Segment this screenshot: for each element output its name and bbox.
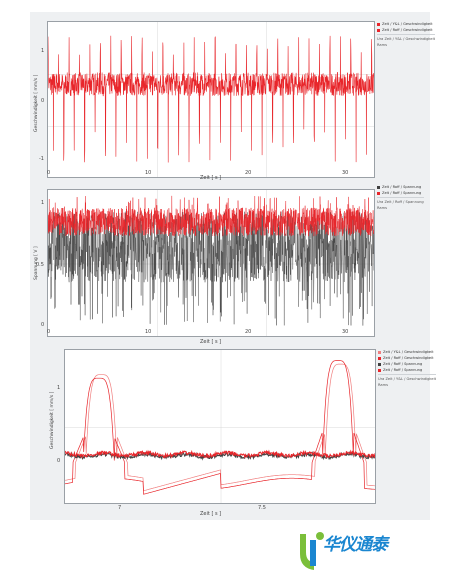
chart-panel-zoom: Zeit / Y&L / Geschwindigkeit Zeit / Roff… — [30, 345, 436, 520]
legend-swatch — [377, 22, 380, 26]
x-tick: 7 — [118, 505, 122, 511]
voltage-chart-svg — [48, 190, 374, 336]
legend-item[interactable]: Rams — [377, 205, 424, 211]
legend-label: Zeit / Roff / Spannung — [383, 362, 423, 366]
y-axis-label: Geschwindigkeit [ mm/s ] — [34, 74, 39, 132]
x-axis-label: Zeit [ s ] — [200, 339, 222, 345]
y-tick: 1 — [57, 385, 61, 391]
legend-label: Rams — [378, 383, 388, 387]
legend-swatch — [378, 368, 381, 372]
legend-voltage: Zeit / Roff / Spannung Zeit / Roff / Spa… — [377, 184, 424, 211]
x-axis-label: Zeit [ s ] — [200, 511, 222, 517]
x-tick: 10 — [145, 170, 152, 176]
legend-item[interactable]: Zeit / Roff / Geschwindigkeit — [378, 355, 436, 361]
x-tick: 0 — [47, 170, 51, 176]
x-tick: 20 — [245, 170, 252, 176]
plot-area-voltage — [47, 189, 375, 337]
series-line-zoom-3 — [65, 449, 375, 460]
y-axis-label: Geschwindigkeit [ mm/s ] — [50, 391, 55, 449]
legend-swatch — [378, 356, 381, 360]
legend-label: Ura Zeit / Y&L / Geschwindigkeit — [377, 37, 435, 41]
y-tick: 0 — [41, 322, 45, 328]
x-tick: 30 — [342, 329, 349, 335]
legend-label: Rams — [377, 206, 387, 210]
legend-item[interactable]: Ura Zeit / Y&L / Geschwindigkeit — [377, 36, 435, 42]
y-tick: 0 — [41, 98, 45, 104]
x-axis-label: Zeit [ s ] — [200, 175, 222, 181]
legend-label: Zeit / Roff / Spannung — [382, 191, 422, 195]
legend-item[interactable]: Zeit / Roff / Spannung — [377, 184, 424, 190]
legend-item[interactable]: Zeit / Roff / Spannung — [377, 190, 424, 196]
legend-item[interactable]: Ura Zeit / Roff / Spannung — [377, 199, 424, 205]
legend-item[interactable]: Zeit / Y&L / Geschwindigkeit — [378, 349, 436, 355]
legend-label: Zeit / Y&L / Geschwindigkeit — [383, 350, 434, 354]
series-line-velocity — [48, 35, 374, 163]
y-tick: 1 — [41, 48, 45, 54]
legend-item[interactable]: Ura Zeit / Y&L / Geschwindigkeit — [378, 376, 436, 382]
legend-label: Zeit / Roff / Spannung — [383, 368, 423, 372]
legend-swatch — [378, 362, 381, 366]
legend-label: Zeit / Roff / Geschwindigkeit — [382, 28, 433, 32]
chart-panel-velocity: Zeit / Y&L / Geschwindigkeit Zeit / Roff… — [30, 12, 435, 182]
chart-panel-voltage: Zeit / Roff / Spannung Zeit / Roff / Spa… — [30, 180, 430, 350]
x-tick: 7.5 — [258, 505, 266, 511]
x-tick: 10 — [145, 329, 152, 335]
y-tick: -1 — [39, 156, 44, 162]
logo-text: 华仪通泰 — [323, 535, 388, 555]
legend-item[interactable]: Rams — [378, 382, 436, 388]
legend-label: Rams — [377, 43, 387, 47]
legend-swatch — [377, 191, 380, 195]
x-tick: 20 — [245, 329, 252, 335]
legend-velocity: Zeit / Y&L / Geschwindigkeit Zeit / Roff… — [377, 21, 435, 48]
plot-area-zoom — [64, 349, 376, 504]
legend-divider — [378, 374, 436, 375]
y-tick: 0.5 — [36, 262, 44, 268]
x-tick: 30 — [342, 170, 349, 176]
legend-swatch — [378, 350, 381, 354]
zoom-chart-svg — [65, 350, 375, 503]
legend-label: Zeit / Roff / Spannung — [382, 185, 422, 189]
legend-label: Ura Zeit / Y&L / Geschwindigkeit — [378, 377, 436, 381]
legend-item[interactable]: Rams — [377, 42, 435, 48]
velocity-chart-svg — [48, 22, 374, 177]
y-tick: 1 — [41, 200, 45, 206]
legend-swatch — [377, 28, 380, 32]
y-tick: 0 — [57, 458, 61, 464]
legend-item[interactable]: Zeit / Roff / Geschwindigkeit — [377, 27, 435, 33]
legend-divider — [377, 197, 424, 198]
legend-item[interactable]: Zeit / Y&L / Geschwindigkeit — [377, 21, 435, 27]
legend-label: Zeit / Roff / Geschwindigkeit — [383, 356, 434, 360]
legend-item[interactable]: Zeit / Roff / Spannung — [378, 367, 436, 373]
series-line-voltage-1 — [48, 195, 374, 237]
company-logo — [300, 532, 324, 570]
legend-label: Ura Zeit / Roff / Spannung — [377, 200, 424, 204]
legend-divider — [377, 34, 435, 35]
legend-swatch — [377, 185, 380, 189]
series-line-zoom-1 — [65, 360, 375, 495]
legend-item[interactable]: Zeit / Roff / Spannung — [378, 361, 436, 367]
x-tick: 0 — [47, 329, 51, 335]
plot-area-velocity — [47, 21, 375, 178]
legend-label: Zeit / Y&L / Geschwindigkeit — [382, 22, 433, 26]
legend-zoom: Zeit / Y&L / Geschwindigkeit Zeit / Roff… — [378, 349, 436, 388]
